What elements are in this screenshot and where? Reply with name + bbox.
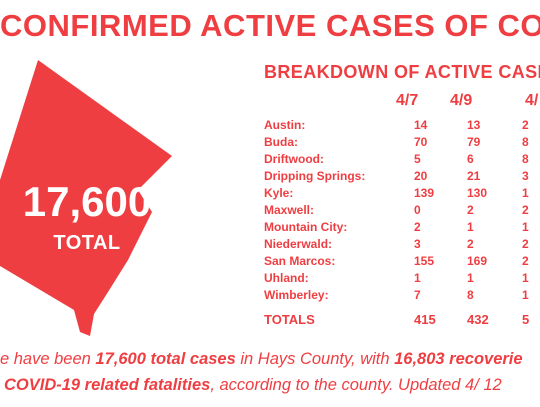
table-row: Mountain City: 2 1 1 — [264, 220, 540, 237]
case-value: 14 — [414, 118, 428, 132]
date-header: 4/ — [525, 92, 539, 109]
total-value: 5 — [522, 312, 530, 327]
case-value: 2 — [522, 118, 529, 132]
city-name: Austin: — [264, 118, 306, 132]
case-value: 8 — [522, 152, 529, 166]
total-count: 17,600 — [22, 178, 152, 225]
case-value: 2 — [522, 203, 529, 217]
case-value: 20 — [414, 169, 428, 183]
caption-line-2: COVID-19 related fatalities, according t… — [4, 376, 502, 395]
city-name: Wimberley: — [264, 288, 329, 302]
case-value: 1 — [414, 271, 421, 285]
table-row: Maxwell: 0 2 2 — [264, 203, 540, 220]
city-name: Buda: — [264, 135, 298, 149]
section-subtitle: BREAKDOWN OF ACTIVE CASES — [264, 62, 540, 82]
table-row: Dripping Springs: 20 21 3 — [264, 169, 540, 186]
case-value: 169 — [467, 254, 488, 268]
case-value: 2 — [467, 203, 474, 217]
case-value: 2 — [414, 220, 421, 234]
city-name: Dripping Springs: — [264, 169, 366, 183]
city-name: Driftwood: — [264, 152, 324, 166]
case-value: 8 — [522, 135, 529, 149]
case-value: 130 — [467, 186, 488, 200]
case-value: 3 — [522, 169, 529, 183]
table-row: Wimberley: 7 8 1 — [264, 288, 540, 305]
case-value: 1 — [522, 288, 529, 302]
table-row: San Marcos: 155 169 2 — [264, 254, 540, 271]
city-name: Mountain City: — [264, 220, 348, 234]
case-value: 1 — [467, 271, 474, 285]
caption-text: e have been — [0, 350, 96, 368]
table-row: Uhland: 1 1 1 — [264, 271, 540, 288]
case-value: 1 — [522, 186, 529, 200]
table-row: Kyle: 139 130 1 — [264, 186, 540, 203]
case-value: 7 — [414, 288, 421, 302]
total-value: 432 — [467, 312, 489, 327]
case-value: 1 — [522, 271, 529, 285]
table-row: Niederwald: 3 2 2 — [264, 237, 540, 254]
case-value: 139 — [414, 186, 435, 200]
city-name: Kyle: — [264, 186, 294, 200]
case-value: 8 — [467, 288, 474, 302]
caption-bold: 17,600 total cases — [95, 350, 236, 368]
case-value: 70 — [414, 135, 428, 149]
case-value: 2 — [467, 237, 474, 251]
case-value: 79 — [467, 135, 481, 149]
case-value: 3 — [414, 237, 421, 251]
case-value: 2 — [522, 254, 529, 268]
total-value: 415 — [414, 312, 436, 327]
caption-bold: 16,803 recoverie — [394, 350, 523, 368]
caption-text: in Hays County, with — [235, 350, 395, 368]
case-value: 5 — [414, 152, 421, 166]
date-header: 4/9 — [450, 92, 473, 109]
total-label: TOTAL — [53, 232, 121, 254]
hays-county-map — [0, 60, 172, 336]
caption-bold: COVID-19 related fatalities — [4, 376, 211, 394]
case-value: 0 — [414, 203, 421, 217]
case-value: 13 — [467, 118, 481, 132]
totals-row: TOTALS 415 432 5 — [264, 312, 540, 329]
totals-label: TOTALS — [264, 312, 315, 327]
case-value: 1 — [522, 220, 529, 234]
case-value: 6 — [467, 152, 474, 166]
case-value: 1 — [467, 220, 474, 234]
city-name: Maxwell: — [264, 203, 315, 217]
table-row: Buda: 70 79 8 — [264, 135, 540, 152]
case-value: 2 — [522, 237, 529, 251]
table-row: Austin: 14 13 2 — [264, 118, 540, 135]
date-header: 4/7 — [396, 92, 419, 109]
case-value: 21 — [467, 169, 481, 183]
city-name: San Marcos: — [264, 254, 336, 268]
case-value: 155 — [414, 254, 435, 268]
city-name: Niederwald: — [264, 237, 333, 251]
table-row: Driftwood: 5 6 8 — [264, 152, 540, 169]
page-title: CONFIRMED ACTIVE CASES OF COVID — [0, 8, 540, 43]
caption-line-1: e have been 17,600 total cases in Hays C… — [0, 350, 523, 369]
city-name: Uhland: — [264, 271, 309, 285]
caption-text: , according to the county. Updated 4/ 12 — [210, 376, 502, 394]
